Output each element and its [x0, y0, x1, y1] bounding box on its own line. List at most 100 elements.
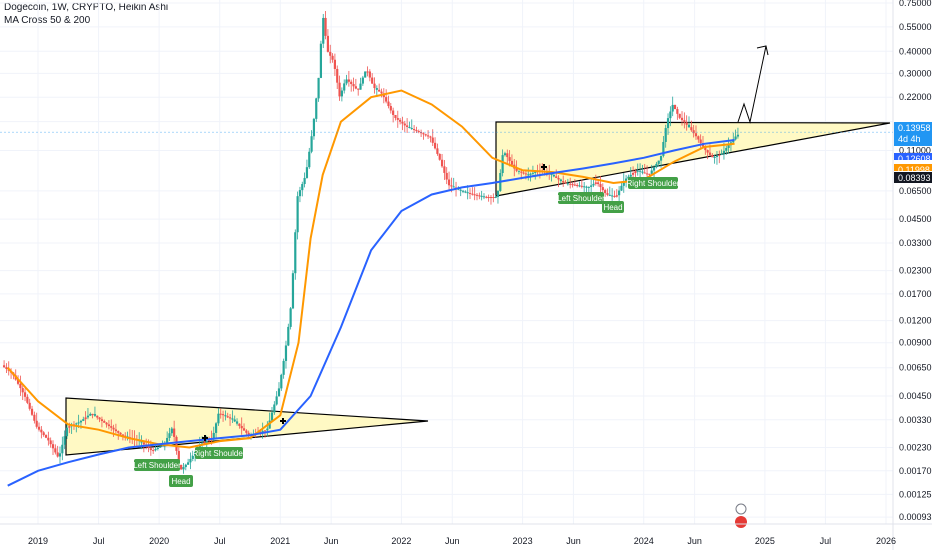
candle-body — [606, 193, 609, 195]
candle-body — [212, 432, 215, 439]
candle-body — [527, 174, 530, 176]
candle-body — [466, 192, 469, 194]
candle-body — [282, 360, 285, 375]
candle-body — [680, 117, 684, 121]
candle-body — [68, 426, 71, 428]
candle-body — [65, 427, 69, 437]
candle-body — [205, 441, 208, 443]
x-tick-label: Jun — [324, 536, 339, 546]
candle-body — [357, 88, 360, 90]
candle-body — [228, 417, 232, 419]
candle-body — [734, 136, 737, 140]
ma50-line — [6, 89, 735, 449]
candle-body — [648, 173, 651, 175]
candle-body — [713, 156, 716, 158]
candle-body — [608, 194, 611, 196]
candle-body — [268, 420, 271, 429]
candle-body — [177, 450, 180, 465]
candle-body — [308, 151, 311, 168]
candle-body — [100, 419, 104, 422]
x-tick-label: 2026 — [876, 536, 896, 546]
pattern-annotation — [169, 475, 193, 487]
candle-body — [557, 177, 560, 180]
candle-body — [182, 467, 185, 470]
price-tag-ma200 — [894, 153, 932, 160]
candle-body — [571, 184, 574, 186]
candle-body — [233, 419, 236, 422]
candle-body — [520, 171, 523, 173]
candle-body — [366, 71, 369, 73]
candle-body — [597, 182, 600, 185]
candle-body — [676, 109, 679, 114]
pattern-annotation — [134, 459, 180, 471]
candle-body — [359, 83, 362, 90]
candle-body — [641, 171, 644, 173]
pattern-annotation — [602, 201, 624, 213]
flag-us-icon — [735, 516, 747, 528]
pattern-annotation-label: Left Shoulder — [557, 194, 605, 203]
candle-body — [310, 136, 313, 152]
price-tag-label: 0.12608 — [898, 154, 931, 164]
candle-body — [273, 404, 276, 413]
cross-marker-icon — [541, 164, 547, 170]
moving-averages — [6, 89, 735, 487]
candle-body — [590, 185, 593, 187]
candle-body — [482, 196, 486, 198]
candle-body — [559, 179, 562, 182]
y-tick-label: 0.22000 — [899, 92, 932, 102]
candle-body — [573, 184, 576, 186]
candle-body — [615, 195, 618, 197]
candle-body — [475, 194, 479, 196]
candle-body — [578, 185, 581, 187]
candle-body — [368, 71, 371, 78]
candle-body — [294, 232, 297, 274]
candle-body — [354, 86, 357, 89]
x-tick-label: Jul — [93, 536, 105, 546]
candle-body — [587, 186, 590, 188]
cross-marker-icon — [202, 435, 208, 441]
candle-body — [30, 408, 34, 415]
x-tick-label: 2020 — [149, 536, 169, 546]
candle-body — [399, 119, 402, 122]
candle-body — [669, 111, 672, 119]
candle-body — [77, 422, 80, 424]
candle-body — [576, 184, 579, 186]
candle-body — [515, 168, 518, 171]
candle-body — [415, 130, 418, 132]
candle-body — [214, 423, 218, 433]
candle-body — [550, 173, 553, 175]
candle-body — [287, 326, 290, 346]
candle-body — [114, 429, 118, 432]
x-tick-label: 2025 — [755, 536, 775, 546]
pattern-annotation — [195, 447, 243, 459]
candle-body — [508, 157, 511, 161]
candle-body — [611, 195, 614, 197]
candle-body — [718, 154, 721, 156]
candle-body — [445, 172, 448, 180]
candle-body — [685, 122, 688, 125]
candle-body — [433, 142, 437, 149]
candle-body — [552, 174, 555, 177]
candle-body — [471, 193, 474, 195]
x-tick-label: 2022 — [391, 536, 411, 546]
pattern-annotation-label: Right Shoulder — [627, 179, 680, 188]
candle-body — [19, 383, 22, 389]
candle-body — [84, 417, 87, 420]
candle-body — [424, 134, 427, 136]
y-tick-label: 0.02300 — [899, 266, 932, 276]
candle-body — [336, 68, 339, 83]
candle-body — [156, 447, 159, 449]
candle-body — [627, 176, 630, 179]
cross-marker-icon — [280, 418, 286, 424]
candle-body — [266, 428, 269, 431]
pattern-annotation — [558, 192, 604, 204]
y-axis: 0.750000.550000.400000.300000.220000.160… — [892, 0, 932, 550]
candle-body — [26, 396, 29, 403]
candle-body — [79, 420, 83, 423]
y-tick-label: 0.40000 — [899, 46, 932, 56]
candle-body — [436, 148, 439, 154]
candle-body — [594, 182, 597, 184]
y-tick-label: 0.00450 — [899, 391, 932, 401]
